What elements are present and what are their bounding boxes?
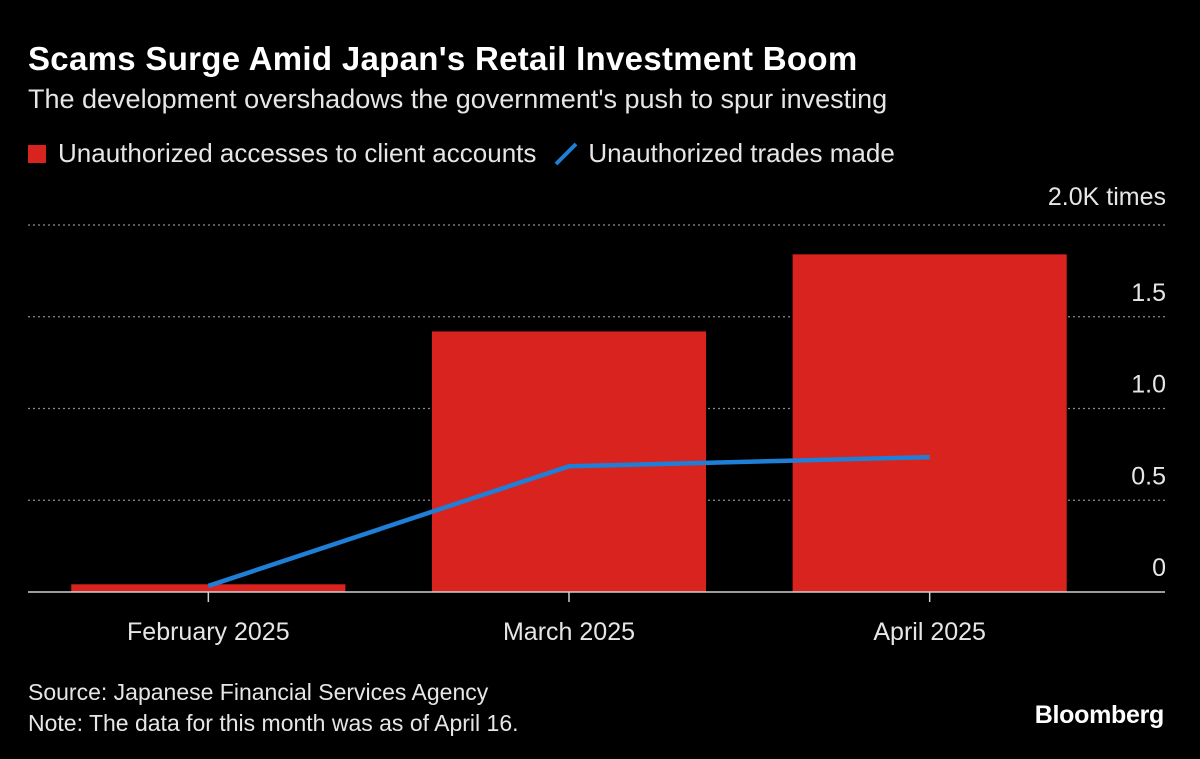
bloomberg-logo: Bloomberg: [1034, 701, 1165, 729]
y-tick-label: 0.5: [1131, 462, 1166, 490]
series-line: [207, 454, 930, 589]
x-tick-label: April 2025: [873, 618, 986, 646]
legend-item-accesses: Unauthorized accesses to client accounts: [28, 138, 536, 169]
chart-subtitle: The development overshadows the governme…: [28, 84, 888, 114]
footer: Source: Japanese Financial Services Agen…: [28, 677, 519, 739]
legend-label-accesses: Unauthorized accesses to client accounts: [58, 138, 537, 168]
y-tick-label: 2.0K times: [1048, 183, 1166, 211]
legend-line-swatch: [554, 142, 578, 165]
source-text: Source: Japanese Financial Services Agen…: [28, 679, 489, 705]
bar: [431, 331, 707, 592]
legend-label-trades: Unauthorized trades made: [588, 138, 895, 168]
y-tick-label: 0: [1152, 554, 1166, 582]
legend: Unauthorized accesses to client accounts…: [28, 138, 913, 169]
y-tick-label: 1.5: [1131, 279, 1166, 307]
x-tick-label: March 2025: [503, 618, 635, 646]
axes: 0 0.5 1.0 1.5 2.0K times February 2025 March 2…: [28, 183, 1166, 646]
legend-item-trades: Unauthorized trades made: [554, 138, 895, 169]
note-text: Note: The data for this month was as of …: [28, 710, 519, 736]
chart-plot: 0 0.5 1.0 1.5 2.0K times February 2025 March 2…: [28, 183, 1166, 646]
legend-bar-swatch: [28, 144, 46, 163]
trend-line: [207, 454, 930, 589]
bar: [71, 584, 346, 592]
x-tick-label: February 2025: [127, 618, 290, 646]
chart-title: Scams Surge Amid Japan's Retail Investme…: [28, 40, 858, 77]
bars: [71, 254, 1067, 593]
bar: [792, 254, 1067, 593]
y-tick-label: 1.0: [1131, 371, 1166, 399]
